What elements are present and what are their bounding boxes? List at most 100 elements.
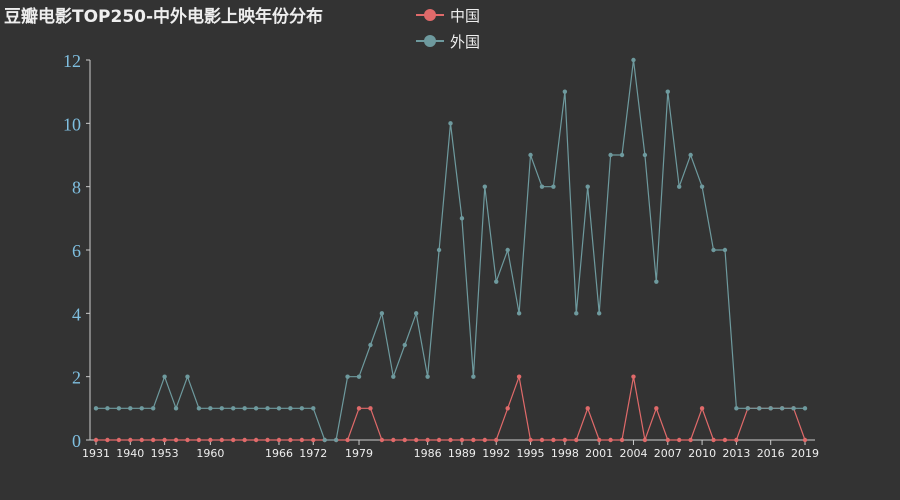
data-point-china: [185, 437, 190, 443]
series-line-foreign: [96, 59, 805, 441]
data-point-foreign: [665, 89, 670, 94]
data-point-foreign: [505, 247, 510, 253]
legend-label-china: 中国: [450, 6, 481, 25]
data-point-china: [196, 437, 202, 443]
data-point-china: [528, 437, 533, 443]
data-point-foreign: [185, 374, 190, 379]
x-tick-label: 1979: [345, 447, 373, 460]
data-point-china: [436, 437, 442, 443]
data-point-china: [93, 437, 99, 443]
data-point-foreign: [436, 247, 442, 253]
data-point-china: [448, 437, 453, 443]
x-tick-label: 1940: [116, 447, 144, 460]
data-point-foreign: [311, 406, 316, 411]
data-point-china: [231, 437, 236, 443]
data-point-china: [539, 437, 545, 443]
data-point-foreign: [688, 152, 693, 158]
data-point-foreign: [391, 374, 396, 379]
data-point-foreign: [448, 121, 453, 126]
data-point-foreign: [779, 406, 785, 411]
data-point-foreign: [551, 184, 556, 189]
data-point-china: [242, 437, 247, 443]
data-point-foreign: [562, 89, 568, 94]
data-point-china: [219, 437, 224, 443]
data-point-foreign: [196, 406, 202, 411]
data-point-foreign: [722, 247, 728, 253]
data-point-china: [677, 437, 682, 443]
data-point-china: [516, 374, 522, 379]
data-point-china: [265, 437, 270, 443]
data-point-foreign: [791, 406, 796, 411]
data-point-foreign: [116, 406, 122, 411]
data-point-china: [162, 437, 167, 443]
legend-item-china[interactable]: 中国: [416, 2, 480, 28]
data-point-foreign: [585, 184, 590, 189]
data-point-foreign: [288, 406, 293, 411]
y-tick-label: 10: [63, 114, 81, 134]
data-point-foreign: [128, 406, 133, 411]
data-point-foreign: [150, 406, 156, 411]
data-point-china: [345, 437, 350, 443]
data-point-foreign: [528, 152, 533, 158]
data-point-foreign: [745, 406, 751, 411]
data-point-foreign: [677, 184, 682, 189]
y-tick-label: 2: [72, 368, 81, 388]
x-tick-label: 1986: [414, 447, 442, 460]
data-point-china: [150, 437, 156, 443]
data-point-china: [356, 406, 362, 411]
data-point-foreign: [208, 406, 213, 411]
data-point-china: [139, 437, 144, 443]
data-point-foreign: [425, 374, 430, 379]
data-point-foreign: [105, 406, 110, 411]
data-point-foreign: [242, 406, 247, 411]
data-point-china: [585, 406, 590, 411]
x-tick-label: 1966: [265, 447, 293, 460]
data-point-foreign: [173, 406, 179, 411]
data-point-china: [208, 437, 213, 443]
chart-title: 豆瓣电影TOP250-中外电影上映年份分布: [4, 7, 324, 27]
legend-item-foreign[interactable]: 外国: [416, 28, 480, 54]
data-point-foreign: [402, 342, 407, 348]
data-point-china: [494, 437, 499, 443]
x-tick-label: 1931: [82, 447, 110, 460]
data-point-china: [311, 437, 316, 443]
data-point-foreign: [596, 311, 602, 316]
data-point-foreign: [494, 279, 499, 284]
data-point-foreign: [299, 406, 305, 411]
data-point-foreign: [539, 184, 545, 189]
x-tick-label: 2004: [619, 447, 647, 460]
data-point-china: [562, 437, 568, 443]
data-point-china: [391, 437, 396, 443]
data-point-china: [299, 437, 305, 443]
data-point-china: [654, 406, 659, 411]
data-point-foreign: [253, 406, 259, 411]
data-point-china: [482, 437, 488, 443]
data-point-china: [608, 437, 613, 443]
data-point-china: [288, 437, 293, 443]
legend-swatch-foreign: [416, 34, 444, 48]
data-point-foreign: [642, 152, 648, 158]
data-point-foreign: [516, 311, 522, 316]
data-point-foreign: [619, 152, 625, 158]
data-point-china: [105, 437, 110, 443]
data-point-china: [413, 437, 419, 443]
data-point-foreign: [231, 406, 236, 411]
data-point-china: [711, 437, 716, 443]
data-point-foreign: [276, 406, 282, 411]
data-point-china: [688, 437, 693, 443]
data-point-china: [276, 437, 282, 443]
y-tick-label: 0: [72, 431, 81, 451]
data-point-foreign: [608, 152, 613, 158]
data-point-foreign: [471, 374, 476, 379]
data-point-foreign: [574, 311, 579, 316]
data-point-china: [734, 437, 739, 443]
data-point-china: [379, 437, 385, 443]
data-point-foreign: [711, 247, 716, 253]
x-tick-label: 1995: [517, 447, 545, 460]
x-tick-label: 2007: [654, 447, 682, 460]
data-point-china: [402, 437, 407, 443]
data-point-foreign: [459, 216, 465, 221]
y-tick-label: 8: [72, 178, 81, 198]
data-point-foreign: [734, 406, 739, 411]
